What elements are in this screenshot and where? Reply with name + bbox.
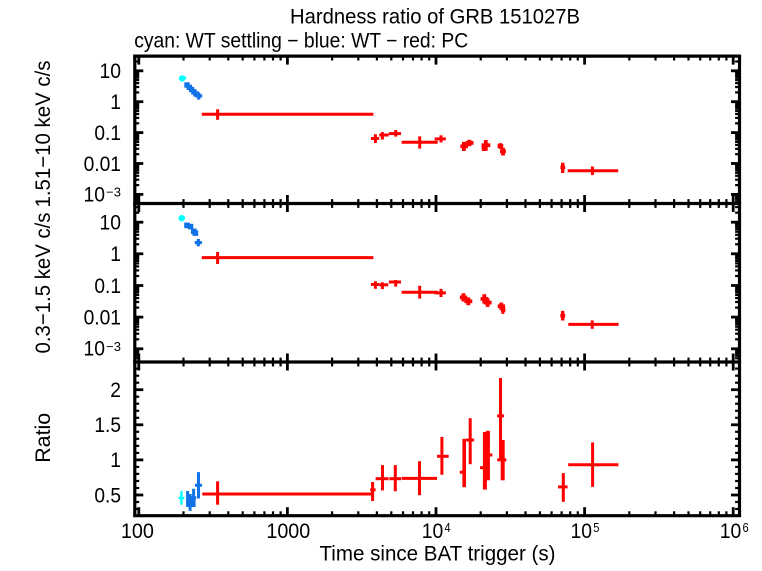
svg-text:0.3−1.5 keV c/s: 0.3−1.5 keV c/s [32,213,55,354]
svg-text:−3: −3 [106,339,121,354]
svg-text:1000: 1000 [266,520,310,543]
svg-text:0.01: 0.01 [84,153,121,176]
svg-text:1.5: 1.5 [94,414,121,437]
svg-text:0.5: 0.5 [94,484,121,507]
svg-text:10: 10 [84,338,106,361]
svg-text:1.51−10 keV c/s: 1.51−10 keV c/s [32,61,55,208]
svg-text:Hardness ratio of GRB 151027B: Hardness ratio of GRB 151027B [290,5,580,28]
svg-text:10: 10 [84,183,106,206]
svg-text:Time since BAT trigger (s): Time since BAT trigger (s) [320,542,556,565]
svg-text:0.1: 0.1 [94,122,121,145]
svg-text:−3: −3 [106,184,121,199]
svg-text:0.01: 0.01 [84,306,121,329]
svg-text:2: 2 [110,379,121,402]
svg-text:100: 100 [121,520,154,543]
svg-text:10: 10 [100,212,122,235]
svg-text:Ratio: Ratio [32,413,55,463]
svg-text:1: 1 [110,91,121,114]
svg-text:5: 5 [593,520,599,535]
svg-text:1: 1 [110,243,121,266]
svg-text:10: 10 [100,60,122,83]
svg-text:4: 4 [444,520,450,535]
svg-text:1: 1 [110,449,121,472]
svg-text:10: 10 [720,520,742,543]
svg-text:cyan: WT settling − blue: WT −: cyan: WT settling − blue: WT − red: PC [134,30,468,53]
svg-text:10: 10 [571,520,593,543]
svg-text:0.1: 0.1 [94,275,121,298]
svg-text:10: 10 [422,520,444,543]
svg-text:6: 6 [743,520,749,535]
